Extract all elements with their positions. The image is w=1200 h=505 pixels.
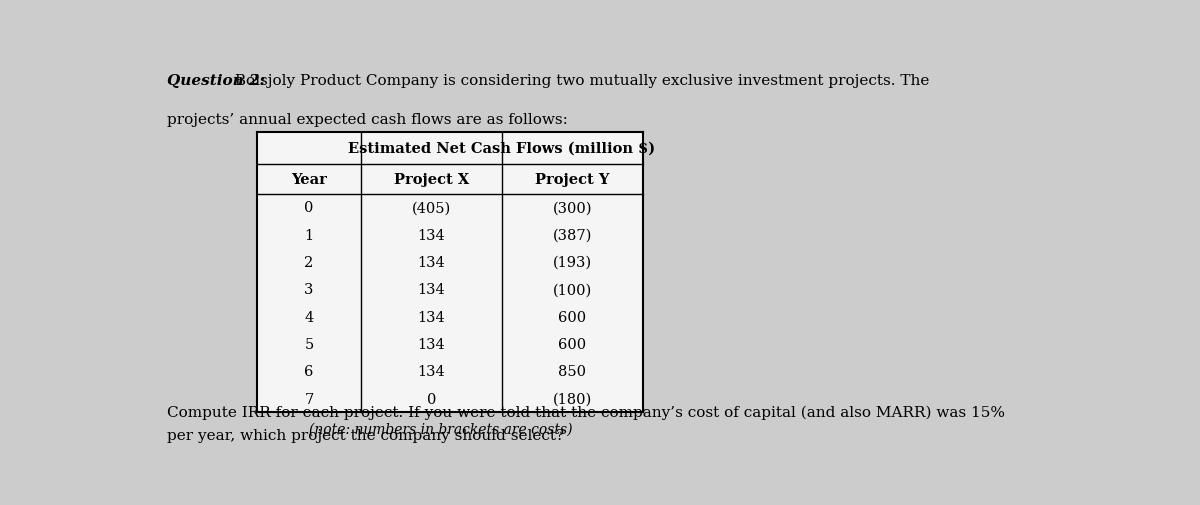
- Text: Compute IRR for each project. If you were told that the company’s cost of capita: Compute IRR for each project. If you wer…: [167, 405, 1004, 419]
- Text: projects’ annual expected cash flows are as follows:: projects’ annual expected cash flows are…: [167, 113, 568, 127]
- Text: 7: 7: [305, 392, 313, 406]
- Text: (387): (387): [553, 228, 592, 242]
- Text: 850: 850: [558, 365, 587, 379]
- Text: (405): (405): [412, 201, 451, 215]
- Text: 134: 134: [418, 256, 445, 269]
- Text: (note: numbers in brackets are costs): (note: numbers in brackets are costs): [308, 422, 572, 436]
- Text: 134: 134: [418, 365, 445, 379]
- Text: 2: 2: [305, 256, 313, 269]
- Text: (300): (300): [553, 201, 593, 215]
- Text: 1: 1: [305, 228, 313, 242]
- Text: 3: 3: [305, 283, 313, 296]
- Text: 600: 600: [558, 310, 587, 324]
- Text: 134: 134: [418, 283, 445, 296]
- Text: 4: 4: [305, 310, 313, 324]
- Text: 6: 6: [305, 365, 313, 379]
- Text: Boisjoly Product Company is considering two mutually exclusive investment projec: Boisjoly Product Company is considering …: [230, 74, 929, 88]
- Text: 134: 134: [418, 337, 445, 351]
- Text: Project Y: Project Y: [535, 172, 610, 186]
- Text: 134: 134: [418, 310, 445, 324]
- Text: (180): (180): [553, 392, 592, 406]
- Text: 134: 134: [418, 228, 445, 242]
- Text: Year: Year: [292, 172, 326, 186]
- Text: (100): (100): [553, 283, 592, 296]
- Text: (193): (193): [553, 256, 592, 269]
- Text: 0: 0: [427, 392, 437, 406]
- Text: Question 2:: Question 2:: [167, 74, 265, 88]
- Text: 5: 5: [305, 337, 313, 351]
- Text: Project X: Project X: [394, 172, 469, 186]
- Text: per year, which project the company should select?: per year, which project the company shou…: [167, 428, 564, 442]
- Text: 0: 0: [305, 201, 313, 215]
- Text: Estimated Net Cash Flows (million $): Estimated Net Cash Flows (million $): [348, 141, 655, 156]
- Text: 600: 600: [558, 337, 587, 351]
